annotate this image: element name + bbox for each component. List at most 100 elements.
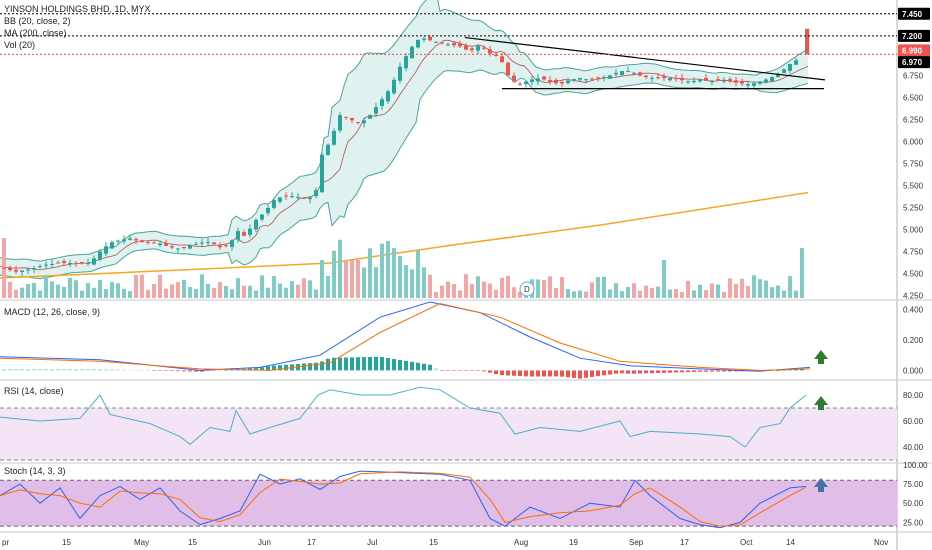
candle-body	[758, 81, 762, 84]
candle-body	[368, 115, 372, 119]
macd-histogram-bar	[44, 369, 48, 371]
candle-body	[728, 79, 732, 82]
candle-body	[776, 73, 780, 78]
indicator-bb-label: BB (20, close, 2)	[4, 16, 71, 26]
volume-bar	[254, 290, 258, 298]
stoch-tick-label: 50.00	[903, 499, 924, 508]
candle-body	[392, 79, 396, 94]
volume-bar	[272, 276, 276, 298]
candle-body	[704, 77, 708, 81]
candle-body	[416, 39, 420, 48]
candle-body	[242, 232, 246, 236]
price-tag-box	[898, 29, 930, 42]
candle-body	[200, 242, 204, 244]
macd-histogram-bar	[488, 370, 492, 373]
macd-histogram-bar	[536, 370, 540, 377]
price-tick-label: 5.000	[903, 226, 924, 235]
price-tag-box	[898, 7, 930, 20]
volume-bar	[302, 278, 306, 298]
candle-body	[566, 80, 570, 84]
volume-bar	[620, 291, 624, 298]
macd-histogram-bar	[638, 370, 642, 374]
candle-body	[584, 79, 588, 81]
stoch-panel[interactable]: 100.00 75.00 50.00 25.00	[0, 461, 928, 529]
volume-bar	[104, 289, 108, 298]
candle-body	[26, 269, 30, 271]
macd-tick-label: 0.200	[903, 336, 924, 345]
macd-histogram-bar	[596, 370, 600, 377]
arrow-up-icon	[814, 396, 828, 410]
candle-body	[128, 238, 132, 240]
macd-panel[interactable]: 0.400 0.200 0.000	[0, 301, 932, 381]
macd-histogram-bar	[524, 370, 528, 377]
volume-bar	[632, 283, 636, 298]
candle-body	[428, 36, 432, 41]
macd-histogram-bar	[788, 369, 792, 371]
macd-histogram-bar	[782, 370, 786, 371]
dividend-marker	[519, 281, 535, 297]
candle-body	[38, 266, 42, 268]
macd-histogram-bar	[92, 369, 96, 371]
x-tick-label: 17	[307, 538, 316, 547]
indicator-vol-label: Vol (20)	[4, 40, 35, 50]
candle-body	[458, 43, 462, 47]
macd-histogram-bar	[68, 369, 72, 371]
volume-bar	[782, 290, 786, 298]
macd-histogram-bar	[614, 370, 618, 374]
macd-histogram-bar	[632, 370, 636, 374]
volume-bar	[560, 277, 564, 298]
candle-body	[740, 81, 744, 84]
volume-bar	[206, 283, 210, 298]
candle-body	[338, 115, 342, 131]
volume-bar	[326, 276, 330, 298]
candle-body	[212, 242, 216, 244]
candle-body	[638, 72, 642, 76]
candle-body	[542, 76, 546, 80]
candle-body	[680, 77, 684, 81]
volume-bar	[554, 287, 558, 298]
volume-bar	[800, 248, 804, 298]
volume-bar	[392, 248, 396, 298]
volume-bar	[644, 285, 648, 298]
candle-body	[644, 75, 648, 78]
volume-bar	[344, 260, 348, 298]
volume-bar	[68, 277, 72, 298]
volume-bar	[56, 284, 60, 298]
candle-body	[116, 240, 120, 242]
price-tag-box	[898, 44, 930, 57]
candle-body	[470, 48, 474, 51]
candle-body	[50, 263, 54, 265]
candle-body	[272, 200, 276, 208]
candle-body	[794, 60, 798, 65]
candle-body	[668, 78, 672, 81]
volume-bar	[386, 240, 390, 298]
volume-bar	[740, 278, 744, 298]
macd-histogram-bar	[170, 370, 174, 372]
volume-bar	[194, 288, 198, 298]
volume-bar	[548, 276, 552, 298]
macd-histogram-bar	[722, 370, 726, 372]
rsi-panel[interactable]: 80.00 60.00 40.00	[0, 386, 932, 464]
indicator-ma-label: MA (200, close)	[4, 28, 67, 38]
macd-histogram-bar	[650, 370, 654, 374]
macd-histogram-bar	[668, 370, 672, 373]
volume-bar	[158, 274, 162, 298]
macd-histogram-bar	[116, 369, 120, 371]
candle-body	[650, 78, 654, 80]
price-tick-label: 6.750	[903, 71, 924, 80]
volume-bar	[128, 291, 132, 298]
candle-body	[590, 78, 594, 80]
volume-bar	[350, 260, 354, 298]
macd-title: MACD (12, 26, close, 9)	[4, 307, 100, 317]
candle-body	[62, 261, 66, 264]
candle-body	[548, 79, 552, 82]
macd-tick-label: 0.000	[903, 366, 924, 375]
volume-bar	[494, 289, 498, 298]
stoch-d-line	[0, 471, 807, 527]
rsi-tick-label: 60.00	[903, 417, 924, 426]
macd-histogram-bar	[122, 369, 126, 371]
macd-histogram-bar	[206, 370, 210, 372]
volume-bar	[542, 280, 546, 298]
